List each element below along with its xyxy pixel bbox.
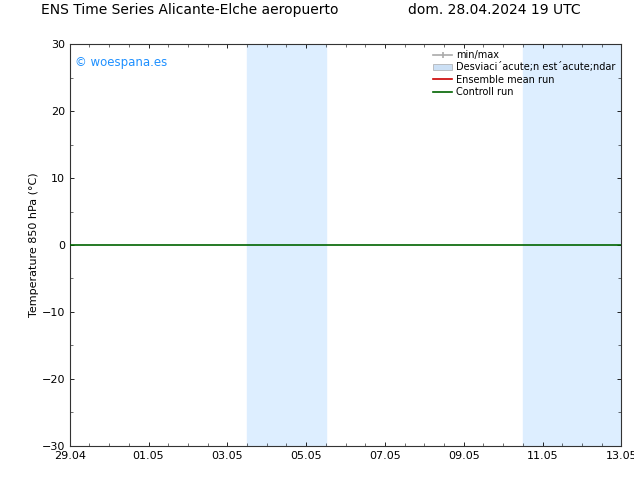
Text: ENS Time Series Alicante-Elche aeropuerto: ENS Time Series Alicante-Elche aeropuert… (41, 3, 339, 17)
Text: dom. 28.04.2024 19 UTC: dom. 28.04.2024 19 UTC (408, 3, 581, 17)
Bar (247, 44, 326, 446)
Bar (523, 44, 621, 446)
Y-axis label: Temperature 850 hPa (°C): Temperature 850 hPa (°C) (29, 172, 39, 318)
Legend: min/max, Desviaci´acute;n est´acute;ndar, Ensemble mean run, Controll run: min/max, Desviaci´acute;n est´acute;ndar… (429, 46, 619, 101)
Text: © woespana.es: © woespana.es (75, 56, 167, 69)
